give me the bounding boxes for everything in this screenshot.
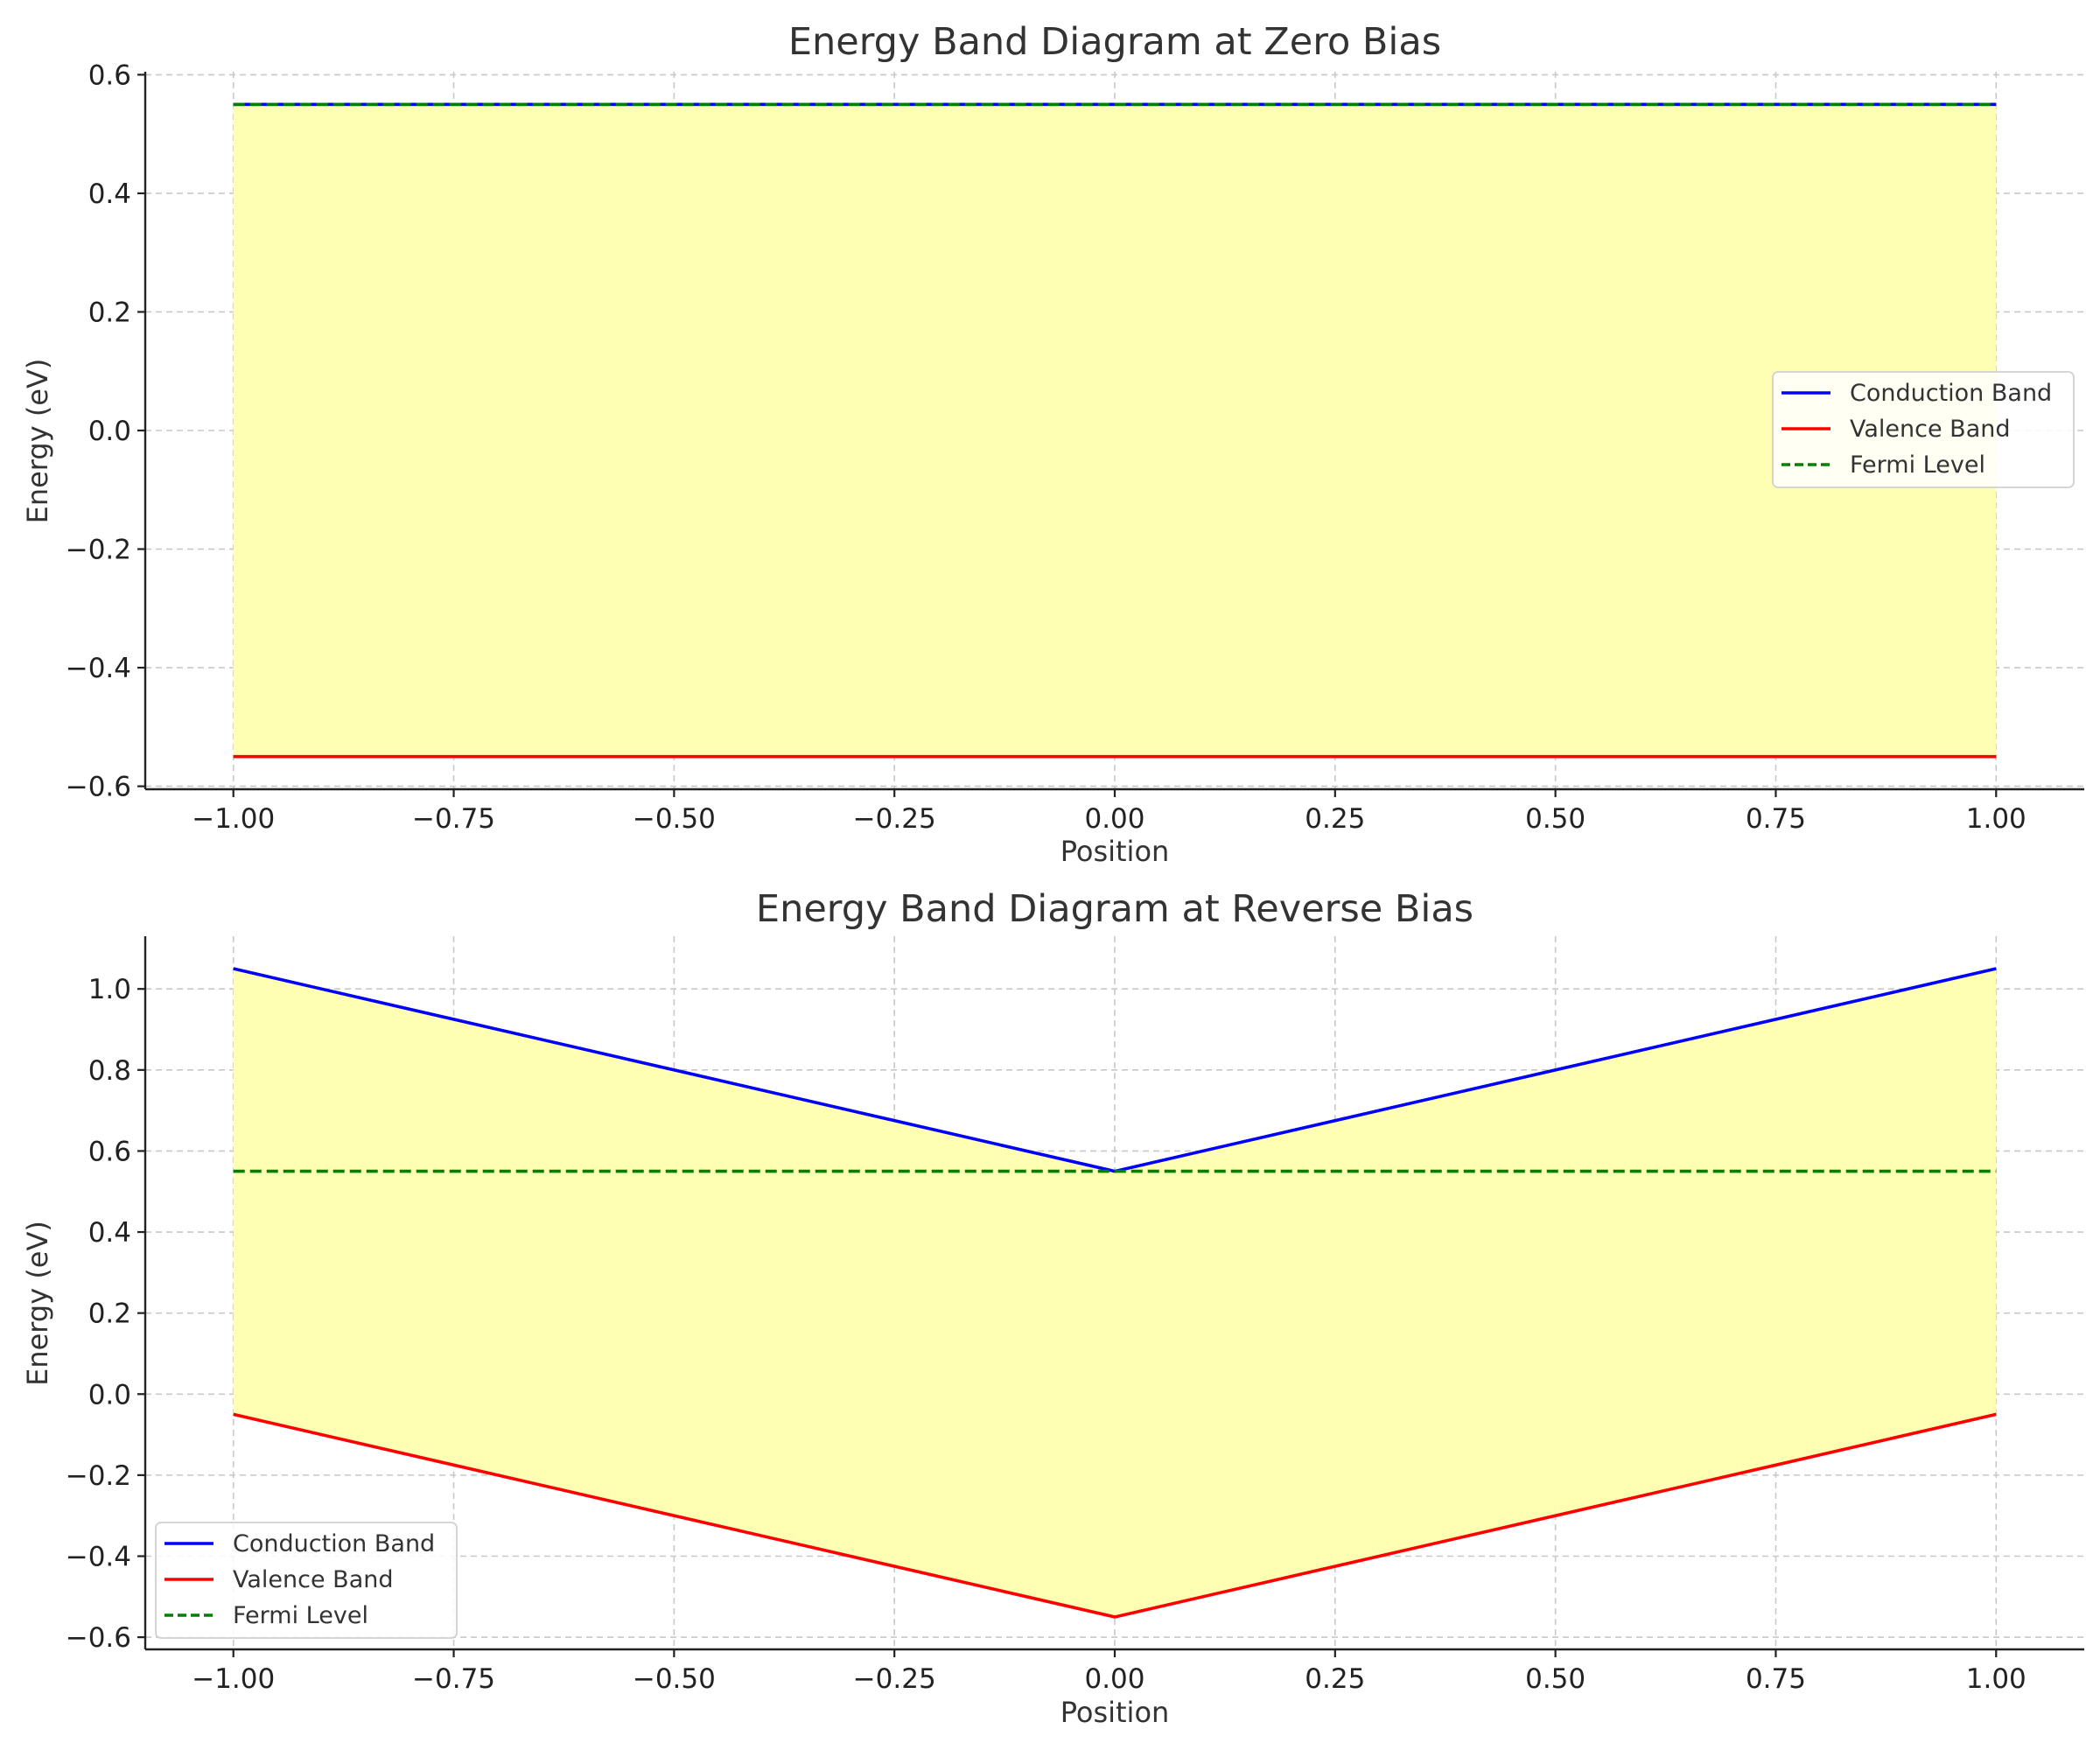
legend: Conduction Band Valence Band Fermi Level — [1772, 371, 2075, 488]
x-tick-label: −0.50 — [633, 1663, 716, 1695]
x-tick-label: 1.00 — [1966, 1663, 2026, 1695]
y-tick-label: 0.2 — [88, 1298, 131, 1330]
y-tick-label: 0.6 — [88, 60, 131, 91]
legend-label: Fermi Level — [233, 1602, 368, 1629]
x-axis-label: Position — [1060, 835, 1170, 868]
y-tick-label: 0.0 — [88, 416, 131, 447]
legend-box — [155, 1522, 458, 1639]
y-tick-label: 0.4 — [88, 178, 131, 210]
x-tick-label: 0.50 — [1525, 1663, 1586, 1695]
y-tick-label: 1.0 — [88, 974, 131, 1005]
reverse-bias-chart: −1.00 −0.75 −0.50 −0.25 0.00 0.25 0.50 0.75 1.00… — [21, 887, 2084, 1729]
y-tick-label: 0.2 — [88, 297, 131, 328]
x-tick-label: 0.75 — [1746, 1663, 1806, 1695]
y-tick-label: 0.4 — [88, 1217, 131, 1249]
y-tick-label: 0.0 — [88, 1379, 131, 1410]
y-tick-label: −0.6 — [66, 772, 131, 803]
y-tick-label: −0.2 — [66, 535, 131, 566]
legend-label: Valence Band — [1850, 416, 2011, 443]
x-tick-label: 0.00 — [1084, 803, 1144, 835]
legend-label: Conduction Band — [233, 1530, 435, 1558]
band-gap-fill — [233, 969, 1997, 1617]
legend-label: Valence Band — [233, 1566, 394, 1593]
x-tick-label: 0.75 — [1746, 803, 1806, 835]
chart-title: Energy Band Diagram at Zero Bias — [788, 20, 1441, 64]
x-tick-label: 1.00 — [1966, 803, 2026, 835]
y-tick-label: 0.8 — [88, 1055, 131, 1087]
x-tick-label: 0.25 — [1305, 803, 1365, 835]
band-gap-fill — [233, 104, 1997, 757]
x-tick-label: −0.75 — [412, 803, 495, 835]
x-tick-label: 0.25 — [1305, 1663, 1365, 1695]
x-tick-label: −0.25 — [853, 803, 936, 835]
legend-box — [1772, 371, 2075, 488]
legend-label: Conduction Band — [1850, 380, 2052, 407]
y-axis-label: Energy (eV) — [21, 359, 54, 524]
x-tick-label: 0.50 — [1525, 803, 1586, 835]
legend: Conduction Band Valence Band Fermi Level — [155, 1522, 458, 1639]
y-tick-label: −0.2 — [66, 1460, 131, 1492]
valence-band-line — [233, 1412, 1997, 1619]
x-tick-label: 0.00 — [1084, 1663, 1144, 1695]
y-tick-label: −0.4 — [66, 1541, 131, 1572]
y-tick-label: −0.6 — [66, 1622, 131, 1654]
x-tick-label: −0.75 — [412, 1663, 495, 1695]
chart-title: Energy Band Diagram at Reverse Bias — [756, 887, 1474, 931]
zero-bias-chart: −1.00 −0.75 −0.50 −0.25 0.00 0.25 0.50 0.75 1.00… — [21, 20, 2084, 868]
x-axis-label: Position — [1060, 1696, 1170, 1729]
legend-label: Fermi Level — [1850, 452, 1985, 479]
y-axis-label: Energy (eV) — [21, 1221, 54, 1386]
x-tick-label: −0.25 — [853, 1663, 936, 1695]
y-tick-label: −0.4 — [66, 653, 131, 684]
y-tick-label: 0.6 — [88, 1136, 131, 1167]
x-tick-label: −0.50 — [633, 803, 716, 835]
x-tick-label: −1.00 — [192, 1663, 275, 1695]
x-tick-label: −1.00 — [192, 803, 275, 835]
